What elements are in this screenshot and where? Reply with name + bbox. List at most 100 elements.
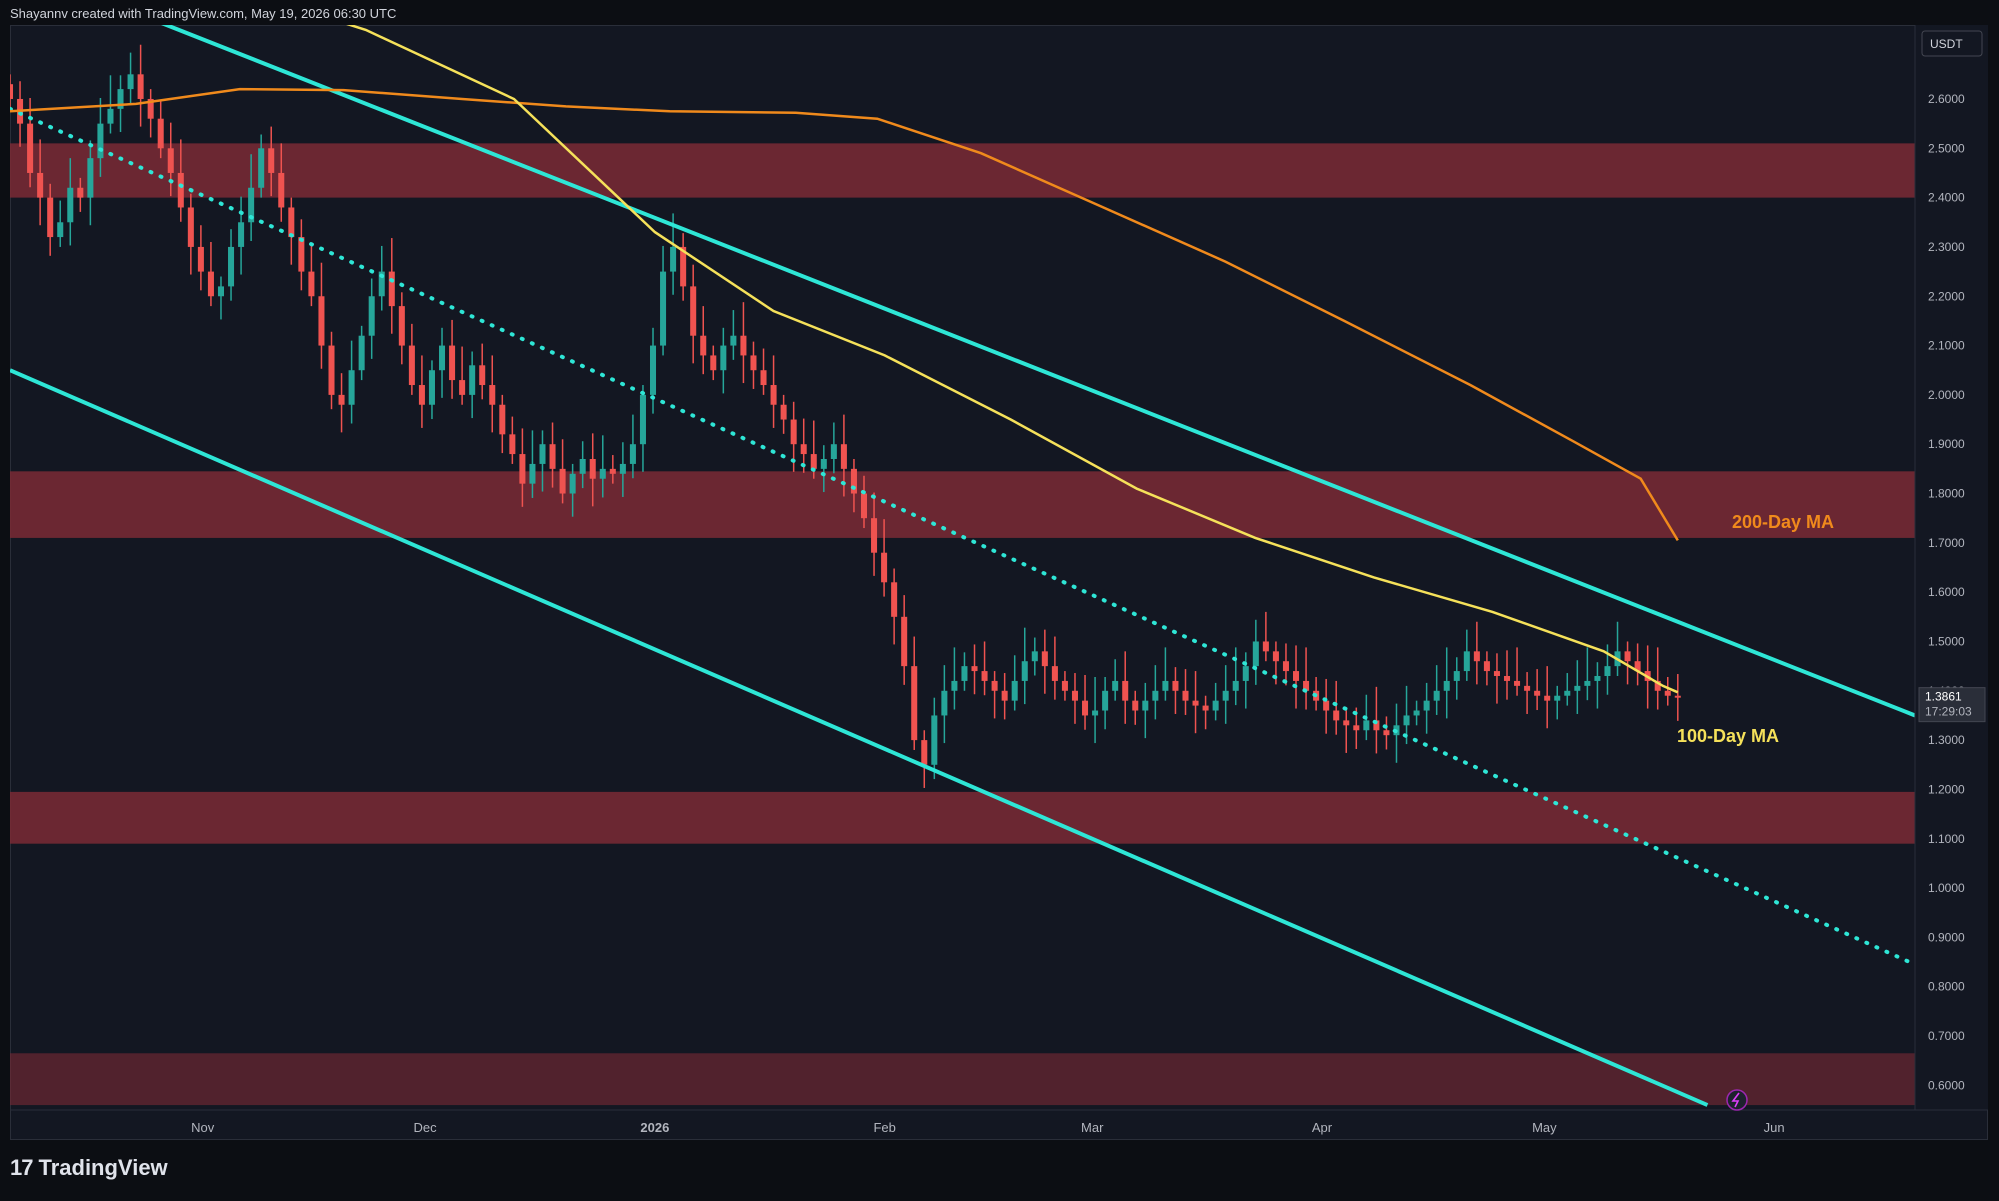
currency-box — [1921, 30, 1983, 57]
candle-body — [398, 306, 405, 346]
candle-body — [529, 463, 536, 484]
candle-body — [780, 404, 787, 420]
candle-body — [469, 365, 476, 395]
candle-body — [790, 419, 797, 445]
candle-body — [439, 345, 446, 371]
candle-body — [177, 172, 184, 208]
price-tick-label: 0.9000 — [1928, 930, 1965, 944]
candle-body — [800, 444, 807, 455]
candle-body — [1102, 690, 1109, 711]
price-tick-label: 1.8000 — [1928, 487, 1965, 501]
lightning-icon — [1731, 1092, 1740, 1108]
candle-body — [559, 468, 566, 494]
candle-body — [1071, 690, 1078, 701]
channel-lower-line — [10, 368, 1709, 1107]
brand-name: TradingView — [38, 1155, 168, 1180]
candle-body — [408, 345, 415, 386]
candle-body — [1493, 671, 1500, 676]
candle-body — [37, 172, 44, 198]
candle-body — [107, 108, 114, 124]
candle-body — [670, 246, 677, 272]
candle-body — [881, 552, 888, 583]
candle-body — [860, 493, 868, 519]
candle-body — [1574, 685, 1581, 691]
candle-body — [207, 271, 214, 297]
candle-body — [579, 459, 586, 474]
price-tick-label: 1.0000 — [1928, 881, 1965, 895]
candle-body — [308, 271, 315, 297]
candle-body — [589, 459, 596, 479]
candle-body — [348, 370, 355, 405]
candle-body — [1182, 690, 1189, 701]
candle-body — [1463, 651, 1470, 672]
candle-body — [991, 680, 998, 691]
candle-body — [1604, 666, 1611, 676]
candle-body — [67, 187, 74, 223]
time-tick-label: Mar — [1081, 1120, 1104, 1135]
price-tick-label: 1.1000 — [1928, 832, 1965, 846]
currency-selector: USDT — [1921, 30, 1983, 57]
candlesticks — [10, 44, 1681, 788]
candle-body — [1594, 676, 1601, 681]
price-tick-label: 0.7000 — [1928, 1029, 1965, 1043]
candle-body — [87, 158, 94, 198]
time-tick-label: Nov — [191, 1120, 215, 1135]
candle-body — [1242, 666, 1249, 681]
price-tick-label: 0.6000 — [1928, 1078, 1965, 1092]
candle-body — [700, 335, 707, 356]
candle-body — [268, 148, 275, 173]
candle-body — [1674, 695, 1681, 698]
price-tick-label: 1.7000 — [1928, 536, 1965, 550]
candle-body — [1152, 690, 1159, 701]
candle-body — [1293, 671, 1300, 681]
candle-body — [760, 370, 767, 386]
candle-body — [649, 345, 657, 395]
candle-body — [77, 187, 84, 198]
candle-body — [921, 740, 928, 765]
candle-body — [1112, 680, 1119, 691]
candle-body — [509, 434, 516, 455]
candle-body — [288, 207, 295, 238]
candle-body — [1383, 730, 1390, 736]
candle-body — [1122, 680, 1129, 701]
indicator-lines — [10, 25, 1915, 1107]
candle-body — [1343, 720, 1350, 726]
tradingview-logo[interactable]: 17 TradingView — [10, 1155, 168, 1181]
candle-body — [1403, 715, 1410, 726]
ma200-line — [10, 87, 1679, 542]
candle-body — [1654, 680, 1661, 691]
price-tick-label: 2.6000 — [1928, 92, 1965, 106]
support-resistance-zones — [10, 143, 1915, 1106]
candle-body — [1524, 685, 1531, 691]
candle-body — [1373, 720, 1380, 731]
candle-body — [1092, 710, 1099, 716]
candle-body — [27, 123, 34, 173]
candle-body — [1584, 680, 1591, 686]
candle-body — [1473, 651, 1480, 662]
candle-body — [238, 222, 245, 247]
candle-body — [459, 380, 466, 395]
candle-body — [1534, 690, 1541, 696]
candle-body — [1443, 680, 1450, 691]
chart-area[interactable] — [10, 25, 1988, 1140]
candle-body — [1323, 700, 1330, 711]
candle-body — [971, 666, 978, 672]
candle-body — [1082, 700, 1089, 716]
candle-body — [549, 444, 556, 469]
candle-body — [378, 271, 385, 297]
price-axis-bg — [1915, 25, 1988, 1110]
candle-body — [1011, 680, 1018, 701]
candle-body — [871, 518, 878, 553]
candle-body — [1222, 690, 1229, 701]
last-price-box — [1918, 687, 1986, 723]
candle-body — [820, 459, 827, 469]
price-tick-label: 2.1000 — [1928, 339, 1965, 353]
candle-body — [1192, 700, 1199, 706]
candle-body — [1514, 680, 1521, 686]
channel-upper-line — [161, 25, 1915, 718]
candle-body — [680, 246, 687, 287]
candle-body — [1262, 641, 1269, 652]
candle-body — [1021, 661, 1028, 681]
candle-body — [911, 666, 918, 741]
